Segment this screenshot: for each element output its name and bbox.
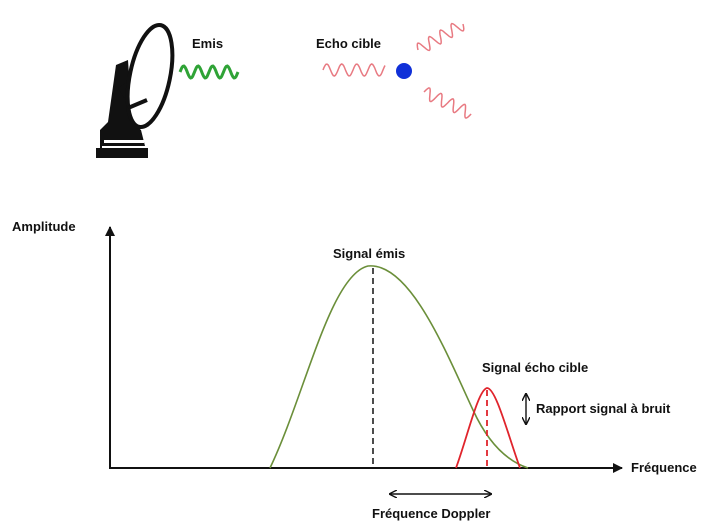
reflected-wave-up (416, 22, 465, 52)
emis-label: Emis (192, 36, 223, 51)
echo-cible-label: Echo cible (316, 36, 381, 51)
signal-emis-label: Signal émis (333, 246, 405, 261)
incoming-echo-wave (322, 63, 386, 77)
doppler-label: Fréquence Doppler (372, 506, 490, 521)
echo-signal-curve (455, 387, 521, 469)
x-axis-label: Fréquence (631, 460, 697, 475)
target-dot-icon (396, 63, 412, 79)
y-axis-label: Amplitude (12, 219, 76, 234)
radar-dish-icon (96, 22, 175, 158)
reflected-wave-down (423, 87, 472, 119)
emitted-signal-curve (269, 265, 529, 469)
emitted-wave (178, 64, 240, 80)
signal-echo-label: Signal écho cible (482, 360, 588, 375)
snr-label: Rapport signal à bruit (536, 401, 671, 416)
